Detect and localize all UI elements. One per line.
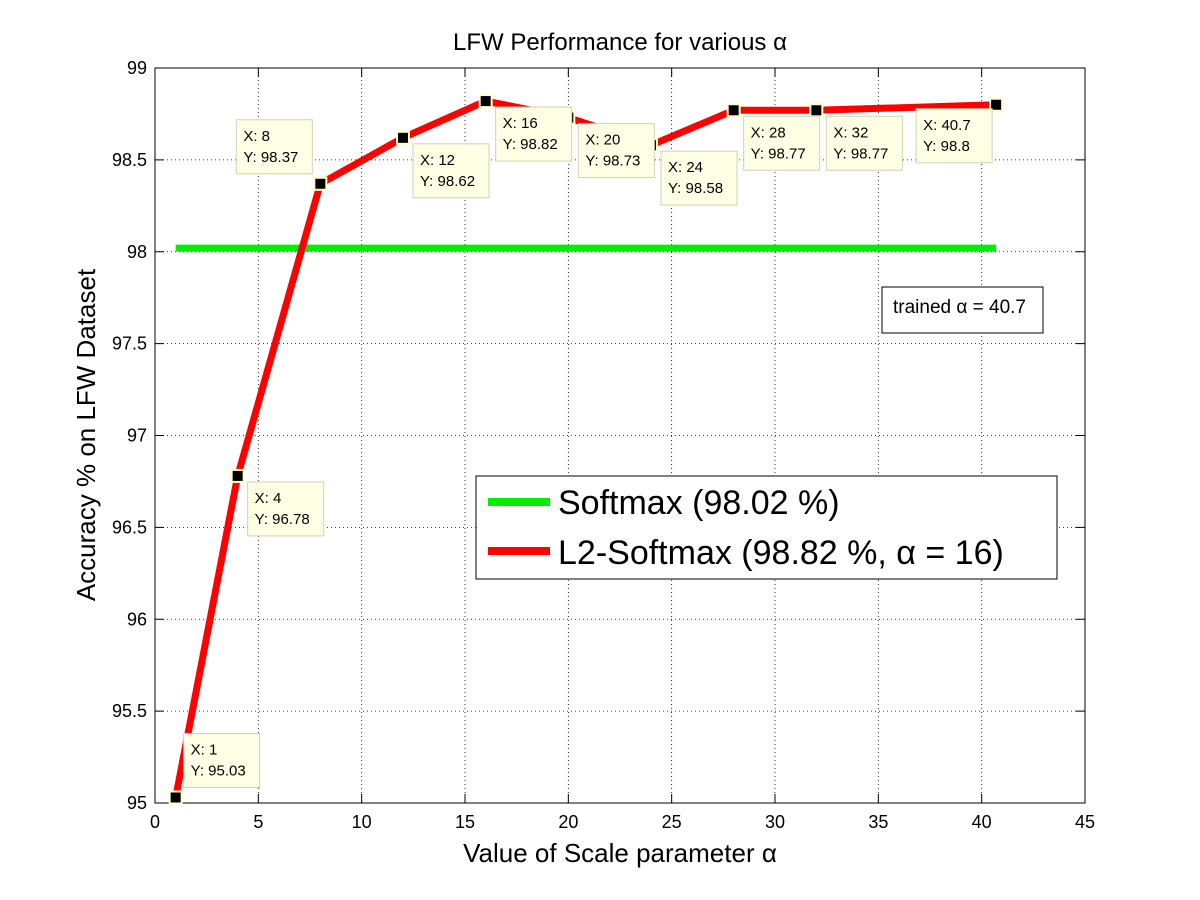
datatip-box <box>412 143 490 199</box>
datatip-x-label: X: 8 <box>243 128 270 145</box>
datatip: X: 24 Y: 98.58 <box>660 150 738 206</box>
datatip-y-label: Y: 96.78 <box>255 511 310 528</box>
x-tick-label: 15 <box>455 812 475 832</box>
legend-label-l2-softmax: L2-Softmax (98.82 %, α = 16) <box>558 534 1004 572</box>
legend-label-softmax: Softmax (98.02 %) <box>558 484 840 522</box>
datatip-y-label: Y: 98.62 <box>420 173 475 190</box>
axes-box <box>154 67 1086 804</box>
datatip-y-label: Y: 95.03 <box>191 762 246 779</box>
datatip: X: 16 Y: 98.82 <box>495 106 573 162</box>
l2-softmax-marker <box>398 132 408 143</box>
y-tick-label: 97 <box>127 426 147 446</box>
x-axis-label: Value of Scale parameter α <box>463 838 777 868</box>
datatip-box <box>825 115 903 171</box>
datatip-x-label: X: 40.7 <box>923 117 971 134</box>
datatip-x-label: X: 1 <box>191 741 218 758</box>
datatip-x-label: X: 12 <box>420 152 455 169</box>
annotation-text: trained α = 40.7 <box>893 297 1026 318</box>
y-tick-label: 96.5 <box>112 517 147 537</box>
datatip-y-label: Y: 98.82 <box>503 136 558 153</box>
x-tick-label: 30 <box>765 812 785 832</box>
datatip-y-label: Y: 98.58 <box>668 180 723 197</box>
chart-title: LFW Performance for various α <box>453 29 787 56</box>
datatip: X: 28 Y: 98.77 <box>743 115 821 171</box>
y-tick-label: 98.5 <box>112 150 147 170</box>
datatip: X: 8 Y: 98.37 <box>235 119 313 175</box>
datatip: X: 32 Y: 98.77 <box>825 115 903 171</box>
datatips-group: X: 1 Y: 95.03 X: 4 Y: 96.78 X: 8 Y: 98.37 X: 1… <box>183 106 993 788</box>
datatip-box <box>495 106 573 162</box>
l2-softmax-marker <box>315 178 326 189</box>
y-tick-label: 99 <box>127 58 147 78</box>
datatip-box <box>235 119 313 175</box>
x-tick-label: 25 <box>662 812 682 832</box>
x-tick-label: 10 <box>352 812 372 832</box>
datatip: X: 12 Y: 98.62 <box>412 143 490 199</box>
datatip-box <box>915 108 993 164</box>
datatip-box <box>183 732 261 788</box>
l2-softmax-marker <box>170 792 181 803</box>
axis-ticks: 0 5 10 15 20 25 30 35 40 45 95 95.5 96 96.5 97 97.5 98 98… <box>112 58 1095 832</box>
datatip-box <box>660 150 738 206</box>
y-tick-label: 98 <box>127 242 147 262</box>
y-tick-label: 97.5 <box>112 334 147 354</box>
x-tick-label: 40 <box>972 812 992 832</box>
datatip: X: 40.7 Y: 98.8 <box>915 108 993 164</box>
datatip-y-label: Y: 98.77 <box>833 145 888 162</box>
x-tick-label: 5 <box>253 812 263 832</box>
x-tick-label: 0 <box>150 812 160 832</box>
datatip-y-label: Y: 98.37 <box>243 149 298 166</box>
datatip-x-label: X: 32 <box>833 124 868 141</box>
datatip-y-label: Y: 98.73 <box>585 153 640 170</box>
y-axis-label: Accuracy % on LFW Dataset <box>71 268 101 601</box>
l2-softmax-marker <box>480 96 491 107</box>
l2-softmax-marker <box>232 470 243 481</box>
datatip-x-label: X: 4 <box>255 490 282 507</box>
datatip: X: 4 Y: 96.78 <box>247 481 325 537</box>
x-tick-label: 45 <box>1075 812 1095 832</box>
legend-box <box>475 475 1058 580</box>
datatip-box <box>577 123 655 179</box>
annotation-box: trained α = 40.7 <box>881 286 1044 334</box>
y-tick-label: 95.5 <box>112 701 147 721</box>
x-tick-label: 35 <box>868 812 888 832</box>
l2-softmax-marker <box>728 105 739 116</box>
datatip-box <box>247 481 325 537</box>
legend: Softmax (98.02 %) L2-Softmax (98.82 %, α… <box>475 475 1058 580</box>
datatip-x-label: X: 20 <box>585 132 620 149</box>
y-tick-label: 95 <box>127 793 147 813</box>
datatip-box <box>743 115 821 171</box>
l2-softmax-marker <box>991 99 1002 110</box>
datatip: X: 20 Y: 98.73 <box>577 123 655 179</box>
l2-softmax-marker <box>811 105 822 116</box>
datatip-x-label: X: 24 <box>668 159 703 176</box>
datatip: X: 1 Y: 95.03 <box>183 732 261 788</box>
datatip-y-label: Y: 98.8 <box>923 138 970 155</box>
datatip-x-label: X: 28 <box>751 124 786 141</box>
datatip-y-label: Y: 98.77 <box>751 145 806 162</box>
y-tick-label: 96 <box>127 609 147 629</box>
datatip-x-label: X: 16 <box>503 115 538 132</box>
x-tick-label: 20 <box>558 812 578 832</box>
